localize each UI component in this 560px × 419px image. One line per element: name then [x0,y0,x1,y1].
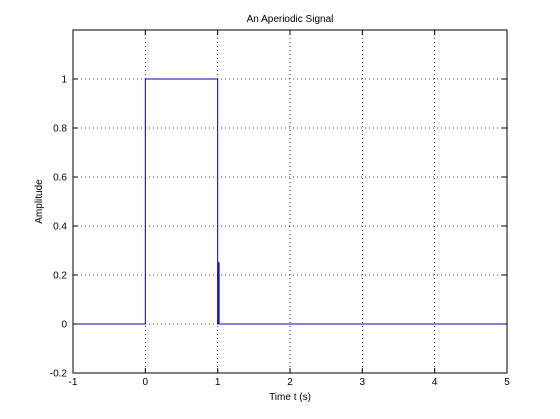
ticks [72,30,508,374]
y-tick-label: 1 [61,75,67,86]
x-tick-label: 0 [143,377,149,388]
y-tick-label: -0.2 [50,369,68,380]
x-tick-label: 4 [432,377,438,388]
y-axis-label: Amplitude [34,179,45,224]
x-tick-label: 3 [360,377,366,388]
y-tick-label: 0.6 [53,173,67,184]
x-tick-labels: -1 0 1 2 3 4 5 [69,377,511,388]
y-tick-label: 0.4 [53,222,67,233]
y-tick-labels: -0.2 0 0.2 0.4 0.6 0.8 1 [50,75,68,380]
y-tick-label: 0.2 [53,271,67,282]
plot-area [73,78,507,325]
x-tick-label: -1 [69,377,78,388]
x-axis-label: Time t (s) [269,392,311,403]
y-tick-label: 0 [61,320,67,331]
chart-title: An Aperiodic Signal [247,14,334,25]
signal-line [73,78,507,325]
x-tick-label: 5 [504,377,510,388]
x-tick-label: 1 [215,377,221,388]
y-tick-label: 0.8 [53,124,67,135]
x-tick-label: 2 [287,377,293,388]
